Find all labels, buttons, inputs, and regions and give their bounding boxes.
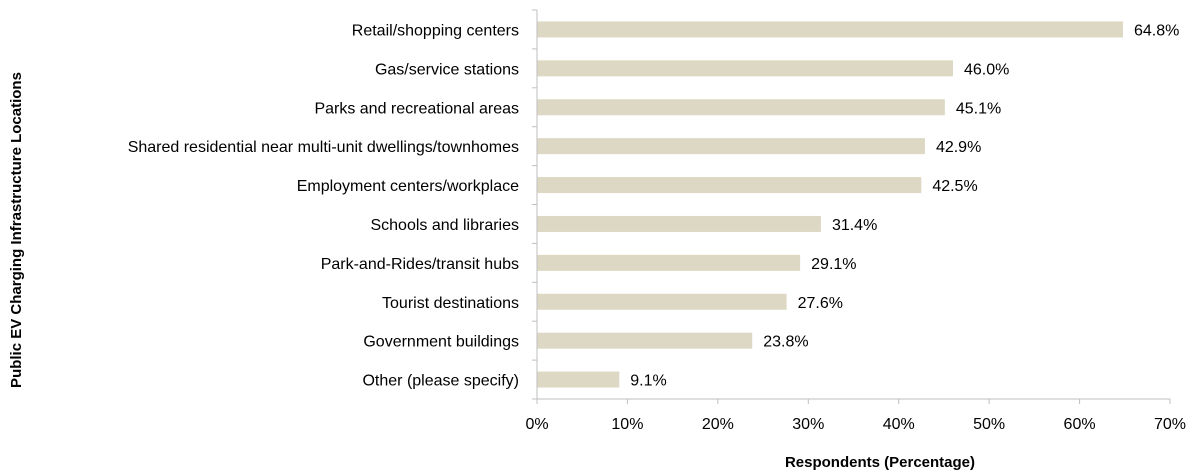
x-tick-label: 60%	[1064, 416, 1096, 433]
data-label: 42.9%	[936, 139, 981, 156]
labels: Retail/shopping centers 64.8% Gas/service …	[128, 22, 1186, 433]
x-tick-label: 70%	[1154, 416, 1186, 433]
category-label: Retail/shopping centers	[352, 22, 519, 39]
data-label: 29.1%	[811, 256, 856, 273]
bar-1	[537, 21, 1123, 38]
category-label: Park-and-Rides/transit hubs	[321, 256, 519, 273]
data-label: 27.6%	[798, 295, 843, 312]
bar-7	[537, 254, 801, 271]
bar-6	[537, 215, 821, 232]
bar-4	[537, 138, 925, 155]
data-label: 42.5%	[932, 178, 977, 195]
x-axis-title: Respondents (Percentage)	[785, 454, 975, 471]
category-label: Government buildings	[363, 334, 519, 351]
x-tick-label: 10%	[611, 416, 643, 433]
bars	[537, 21, 1123, 388]
category-label: Gas/service stations	[375, 61, 519, 78]
data-label: 46.0%	[964, 61, 1009, 78]
data-label: 45.1%	[956, 100, 1001, 117]
category-label: Other (please specify)	[362, 373, 519, 390]
bar-9	[537, 332, 753, 349]
bar-5	[537, 177, 922, 194]
x-tick-label: 50%	[973, 416, 1005, 433]
x-tick-label: 0%	[525, 416, 548, 433]
bar-8	[537, 293, 787, 310]
x-tick-label: 20%	[702, 416, 734, 433]
y-axis-title: Public EV Charging Infrastructure Locati…	[8, 72, 25, 388]
category-label: Employment centers/workplace	[297, 178, 519, 195]
axes	[532, 9, 1171, 404]
category-label: Parks and recreational areas	[314, 100, 519, 117]
bar-2	[537, 60, 953, 77]
x-tick-label: 40%	[883, 416, 915, 433]
category-label: Shared residential near multi-unit dwell…	[128, 139, 519, 156]
data-label: 31.4%	[832, 217, 877, 234]
data-label: 9.1%	[630, 373, 666, 390]
category-label: Tourist destinations	[382, 295, 519, 312]
data-label: 64.8%	[1134, 22, 1179, 39]
bar-3	[537, 99, 945, 116]
bar-10	[537, 371, 620, 388]
category-label: Schools and libraries	[370, 217, 519, 234]
x-tick-label: 30%	[792, 416, 824, 433]
data-label: 23.8%	[763, 334, 808, 351]
